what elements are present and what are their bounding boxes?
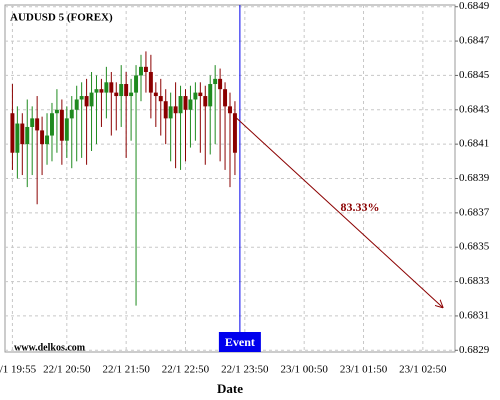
candle-body: [143, 66, 148, 72]
candle-body: [198, 92, 203, 97]
candle-body: [74, 99, 79, 110]
candle-body: [153, 92, 158, 97]
candle-body: [54, 109, 59, 114]
candle-body: [163, 101, 168, 119]
candle-body: [232, 113, 237, 153]
candle-body: [148, 71, 153, 93]
x-tick-label: 23/1 02:50: [399, 364, 447, 376]
candle-body: [139, 66, 143, 76]
y-tick-label: 0.6837: [459, 206, 490, 218]
candle-body: [109, 82, 114, 93]
x-tick-label: 22/1 19:55: [0, 364, 37, 376]
y-tick-label: 0.6847: [459, 35, 490, 47]
candle-body: [203, 96, 208, 107]
candle-body: [10, 113, 15, 153]
candle-body: [89, 92, 94, 107]
candle-body: [84, 96, 89, 107]
x-tick-label: 22/1 22:50: [162, 364, 210, 376]
candle-body: [64, 118, 69, 141]
candle-body: [79, 96, 84, 100]
y-tick-label: 0.6829: [459, 344, 490, 356]
x-tick-label: 22/1 21:50: [102, 364, 150, 376]
candle-body: [25, 126, 30, 145]
y-tick-label: 0.6835: [459, 241, 490, 253]
event-label: Event: [225, 335, 255, 349]
candle-body: [178, 96, 183, 114]
candle-body: [213, 78, 218, 85]
candle-body: [218, 78, 223, 90]
candle-body: [40, 130, 45, 145]
candle-body: [124, 84, 129, 97]
x-tick-label: 22/1 20:50: [43, 364, 91, 376]
y-tick-label: 0.6831: [459, 309, 489, 321]
event-box: [218, 332, 261, 352]
x-tick-label: 23/1 00:50: [280, 364, 328, 376]
candle-body: [59, 109, 64, 141]
candle-body: [223, 89, 228, 107]
candle-body: [183, 96, 188, 110]
candle-body: [168, 106, 173, 119]
candle-body: [50, 113, 54, 136]
candle-body: [94, 89, 99, 93]
candle-body: [129, 92, 134, 97]
candle-body: [173, 106, 178, 114]
candle-body: [208, 84, 213, 107]
candle-body: [188, 99, 193, 110]
x-tick-label: 23/1 01:50: [340, 364, 388, 376]
candle-body: [104, 82, 109, 93]
x-axis-label: Date: [217, 381, 243, 396]
x-tick-label: 22/1 23:50: [221, 364, 269, 376]
y-tick-label: 0.6841: [459, 138, 489, 150]
candle-body: [114, 92, 119, 97]
candle-body: [99, 89, 104, 93]
candle-body: [20, 123, 25, 145]
candle-body: [134, 75, 139, 93]
candle-body: [119, 84, 124, 97]
candle-body: [35, 118, 40, 131]
y-tick-label: 0.6839: [459, 172, 490, 184]
candle-body: [15, 123, 20, 153]
candle-body: [228, 106, 232, 114]
forecast-label: 83.33%: [341, 200, 380, 214]
candle-body: [30, 118, 35, 127]
forecast-arrow: [234, 116, 443, 308]
watermark: www.delkos.com: [14, 342, 86, 353]
y-tick-label: 0.6833: [459, 275, 490, 287]
y-tick-label: 0.6845: [459, 69, 490, 81]
candle-body: [45, 135, 50, 145]
y-tick-label: 0.6843: [459, 103, 490, 115]
candle-body: [158, 96, 163, 102]
y-tick-label: 0.6849: [459, 0, 490, 12]
candle-body: [69, 109, 74, 119]
candle-body: [193, 92, 198, 100]
chart-title: AUDUSD 5 (FOREX): [10, 12, 113, 24]
